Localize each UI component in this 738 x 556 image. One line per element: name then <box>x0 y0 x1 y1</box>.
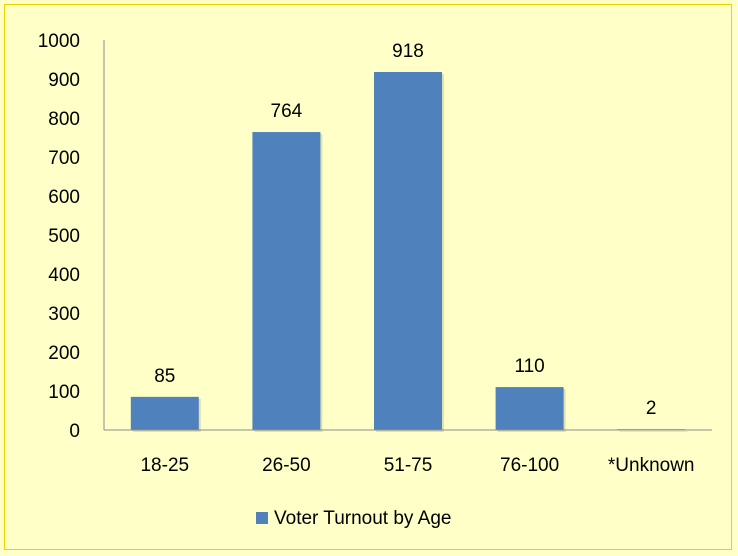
bar <box>252 132 321 431</box>
bar <box>495 387 564 430</box>
data-label: 2 <box>646 398 657 419</box>
x-axis: 18-25 26-50 51-75 76-100 *Unknown <box>104 429 712 476</box>
x-tick-label: 18-25 <box>140 455 189 476</box>
data-labels: 85 764 918 110 2 <box>154 41 656 419</box>
bar-shadow <box>619 431 688 432</box>
y-axis: 0 100 200 300 400 500 600 700 800 900 1000 <box>38 31 105 442</box>
y-tick-label: 1000 <box>38 31 80 52</box>
bar <box>374 71 442 430</box>
bar <box>130 396 199 430</box>
y-tick-label: 100 <box>48 382 80 403</box>
x-tick-label: 51-75 <box>384 455 433 476</box>
y-tick-label: 400 <box>48 265 80 286</box>
legend: Voter Turnout by Age <box>256 508 451 529</box>
y-tick-label: 800 <box>48 109 80 130</box>
chart-frame <box>4 4 732 550</box>
legend-swatch <box>256 512 268 524</box>
y-tick-label: 0 <box>69 421 80 442</box>
y-tick-label: 600 <box>48 187 80 208</box>
legend-label: Voter Turnout by Age <box>274 508 451 529</box>
y-tick-label: 300 <box>48 304 80 325</box>
bars <box>130 71 688 433</box>
x-tick-label: *Unknown <box>608 455 695 476</box>
x-tick-label: 76-100 <box>500 455 559 476</box>
data-label: 918 <box>392 41 424 62</box>
y-tick-label: 200 <box>48 343 80 364</box>
x-tick-label: 26-50 <box>262 455 311 476</box>
y-tick-label: 900 <box>48 70 80 91</box>
y-tick-label: 700 <box>48 148 80 169</box>
y-tick-label: 500 <box>48 226 80 247</box>
data-label: 85 <box>154 366 175 387</box>
data-label: 110 <box>514 356 544 377</box>
data-label: 764 <box>271 101 303 122</box>
